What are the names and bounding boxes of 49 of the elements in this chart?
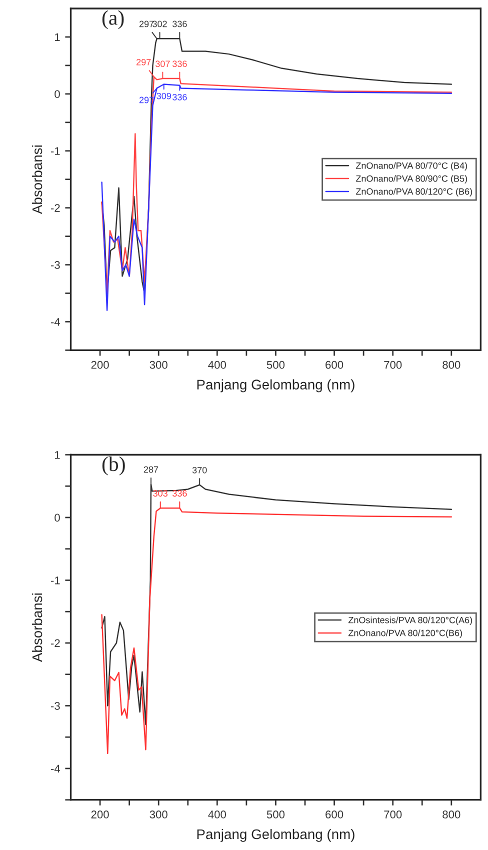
annotation: 302 [152, 20, 167, 28]
y-tick-label: 1 [55, 451, 60, 459]
chart-title: (b) [102, 456, 125, 476]
x-tick-label: 600 [326, 360, 344, 369]
annotation: 297 [136, 58, 151, 66]
x-tick-label: 600 [326, 810, 344, 818]
legend-label: ZnOnano/PVA 80/120°C (B6) [356, 188, 472, 196]
annotation: 309 [156, 92, 171, 100]
legend-label: ZnOsintesis/PVA 80/120°C(A6) [348, 616, 472, 626]
annotation: 336 [172, 490, 187, 497]
y-tick-label: -1 [50, 576, 60, 584]
x-tick-label: 700 [384, 810, 402, 818]
legend-label: ZnOnano/PVA 80/70°C (B4) [356, 162, 467, 171]
legend-label: ZnOnano/PVA 80/120°C(B6) [348, 630, 462, 638]
annotation: 336 [172, 94, 187, 100]
x-axis-title: Panjang Gelombang (nm) [197, 828, 354, 842]
x-tick-label: 200 [91, 360, 109, 369]
annotation: 336 [172, 60, 187, 68]
x-tick-label: 300 [150, 360, 168, 369]
y-tick-label: -2 [50, 639, 60, 648]
annotation: 307 [156, 60, 170, 68]
x-axis-title: Panjang Gelombang (nm) [197, 379, 354, 392]
y-tick-label: 0 [54, 90, 60, 98]
y-tick-label: 0 [54, 514, 60, 522]
x-tick-label: 500 [266, 360, 285, 369]
annotation: 287 [144, 466, 158, 473]
x-tick-label: 400 [208, 810, 226, 818]
legend-label: ZnOnano/PVA 80/90°C (B5) [356, 175, 467, 184]
x-tick-label: 700 [384, 360, 402, 369]
y-axis-title: Absorbansi [32, 593, 42, 662]
annotation: 336 [172, 20, 187, 28]
x-tick-label: 800 [442, 810, 460, 818]
annotation: 303 [153, 490, 168, 497]
x-tick-label: 800 [442, 360, 460, 369]
x-tick-label: 300 [150, 810, 168, 818]
y-axis-title: Absorbansi [32, 146, 42, 214]
y-tick-label: -4 [50, 318, 60, 326]
y-tick-label: -4 [50, 764, 60, 773]
x-tick-label: 400 [208, 360, 226, 369]
chart-title: (a) [102, 10, 124, 30]
annotation: 297 [139, 20, 154, 28]
y-tick-label: 1 [55, 33, 60, 41]
y-tick-label: -1 [50, 147, 60, 155]
annotation: 370 [192, 466, 207, 474]
y-tick-label: -3 [50, 702, 60, 710]
y-tick-label: -2 [50, 204, 60, 212]
x-tick-label: 200 [91, 810, 109, 818]
y-tick-label: -3 [50, 261, 60, 269]
x-tick-label: 500 [266, 810, 285, 818]
